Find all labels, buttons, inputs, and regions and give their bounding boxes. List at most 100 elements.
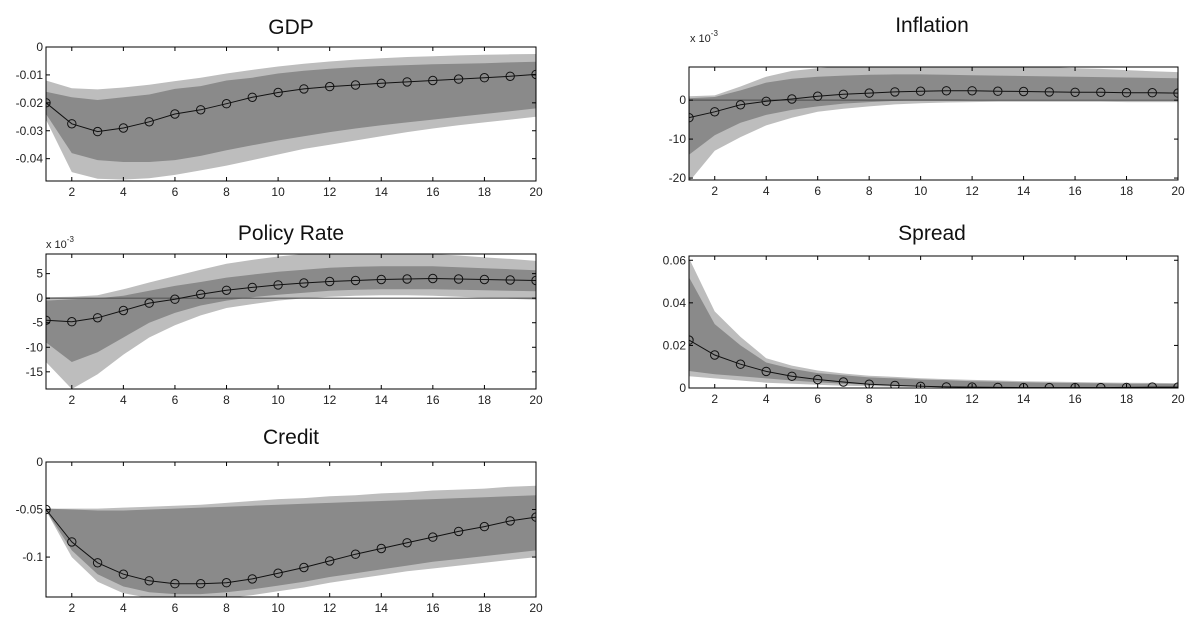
y-tick-label: -5 xyxy=(32,316,43,330)
data-point xyxy=(1121,382,1132,388)
data-point xyxy=(247,92,258,103)
x-tick-label: 14 xyxy=(375,601,389,615)
x-tick-label: 4 xyxy=(120,185,127,199)
data-point xyxy=(710,107,720,117)
data-point xyxy=(735,359,746,369)
data-point xyxy=(428,532,438,542)
data-point xyxy=(993,382,1003,388)
data-point xyxy=(247,282,258,293)
y-tick-label: -10 xyxy=(26,340,44,354)
data-point xyxy=(428,273,438,284)
data-point xyxy=(838,89,849,100)
x-tick-label: 12 xyxy=(323,601,337,615)
data-point xyxy=(689,335,694,345)
data-point xyxy=(864,88,874,98)
data-point xyxy=(453,274,464,284)
x-tick-label: 8 xyxy=(223,185,230,199)
y-tick-label: -0.02 xyxy=(16,96,44,110)
axis-multiplier: x 10-3 xyxy=(46,235,74,251)
data-point xyxy=(1147,88,1158,98)
policy-rate-panel: Policy Rate x 10-3 2 4 6 8 10 12 14 16 18 20 5 0 -5 -… xyxy=(26,222,543,407)
data-point xyxy=(67,537,77,547)
data-point xyxy=(993,86,1003,96)
data-point xyxy=(118,569,129,579)
data-point xyxy=(196,105,206,115)
data-point xyxy=(428,75,438,86)
inner-confidence-band xyxy=(46,61,536,162)
x-tick-label: 20 xyxy=(529,601,543,615)
axes-frame xyxy=(45,46,537,182)
data-point xyxy=(941,86,952,96)
x-tick-label: 2 xyxy=(68,601,75,615)
y-tick-label: -0.1 xyxy=(22,550,43,564)
x-tick-label: 4 xyxy=(763,392,770,406)
x-tick-label: 14 xyxy=(375,185,389,199)
x-tick-label: 4 xyxy=(120,393,127,407)
data-point xyxy=(92,126,103,137)
data-point xyxy=(479,274,490,285)
data-point xyxy=(838,377,849,387)
inner-confidence-band xyxy=(689,74,1178,155)
y-tick-label: 0 xyxy=(36,40,43,54)
x-tick-label: 10 xyxy=(271,393,285,407)
panel-title: Inflation xyxy=(895,14,969,37)
spread-panel: Spread 2 4 6 8 10 12 14 16 18 20 0.06 0.04 0.02 0 xyxy=(663,222,1185,406)
x-tick-label: 4 xyxy=(120,601,127,615)
x-tick-label: 12 xyxy=(323,185,337,199)
x-tick-label: 6 xyxy=(814,392,821,406)
axes: 2 4 6 8 10 12 14 16 18 20 0 -10 -20 xyxy=(669,66,1185,198)
x-tick-label: 18 xyxy=(478,185,492,199)
data-point xyxy=(325,276,335,287)
data-point xyxy=(247,574,258,584)
data-point xyxy=(170,294,180,304)
data-point xyxy=(170,579,180,589)
x-tick-label: 6 xyxy=(814,184,821,198)
x-tick-label: 2 xyxy=(711,184,718,198)
y-tick-label: 5 xyxy=(36,267,43,281)
x-tick-label: 14 xyxy=(1017,184,1031,198)
y-tick-label: 0.02 xyxy=(663,338,687,352)
band-layer xyxy=(689,67,1178,180)
data-point xyxy=(505,275,515,285)
x-tick-label: 20 xyxy=(1171,184,1185,198)
x-tick-label: 18 xyxy=(478,601,492,615)
y-tick-label: -0.04 xyxy=(16,152,44,166)
axes: 2 4 6 8 10 12 14 16 18 20 5 0 -5 -10 -15 xyxy=(26,253,543,407)
data-point xyxy=(915,86,926,96)
y-tick-label: -10 xyxy=(669,132,687,146)
x-tick-label: 16 xyxy=(426,601,440,615)
data-point xyxy=(376,274,386,285)
data-point xyxy=(350,275,361,286)
data-point xyxy=(1044,87,1055,97)
x-tick-label: 16 xyxy=(1068,392,1082,406)
data-point xyxy=(890,87,900,97)
data-point xyxy=(402,538,412,548)
x-tick-label: 10 xyxy=(914,392,928,406)
data-point xyxy=(325,556,335,566)
inner-confidence-band xyxy=(46,495,536,595)
data-point xyxy=(299,84,309,94)
panel-title: GDP xyxy=(268,16,314,39)
y-tick-label: 0 xyxy=(36,455,43,469)
x-tick-label: 8 xyxy=(866,392,873,406)
data-point xyxy=(761,96,771,107)
gdp-panel: GDP 2 4 6 8 10 12 14 16 18 20 0 -0.01 -0.02 -0.03 -0.0… xyxy=(16,16,543,199)
data-point xyxy=(787,371,797,381)
data-point xyxy=(479,73,490,83)
x-tick-label: 14 xyxy=(375,393,389,407)
x-tick-label: 10 xyxy=(914,184,928,198)
data-point xyxy=(1070,87,1080,98)
data-point xyxy=(376,543,386,554)
data-point xyxy=(689,113,694,123)
data-point xyxy=(46,98,51,108)
y-tick-label: 0.06 xyxy=(663,253,687,267)
x-tick-label: 10 xyxy=(271,185,285,199)
data-point xyxy=(46,504,51,515)
axes: 2 4 6 8 10 12 14 16 18 20 0 -0.05 -0.1 xyxy=(16,455,543,615)
x-tick-label: 16 xyxy=(426,393,440,407)
x-tick-label: 2 xyxy=(711,392,718,406)
y-tick-label: 0.04 xyxy=(663,296,687,310)
x-tick-label: 2 xyxy=(68,393,75,407)
data-point xyxy=(967,382,977,388)
axes-frame xyxy=(688,255,1179,389)
